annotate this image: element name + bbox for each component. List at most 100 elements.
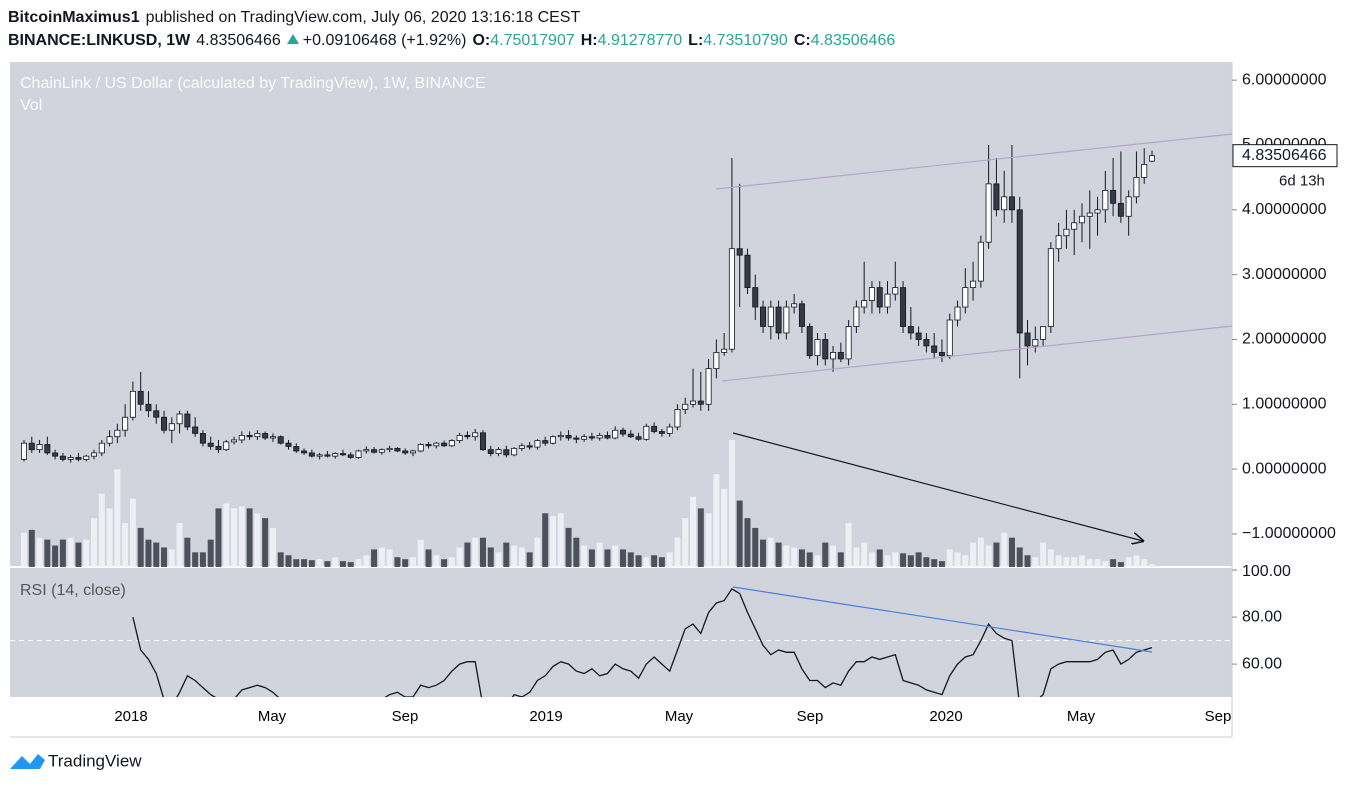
volume-bar: [791, 547, 798, 567]
volume-bar: [876, 549, 883, 567]
candle-body: [409, 450, 416, 454]
volume-bar: [269, 527, 276, 567]
volume-bar: [822, 542, 829, 567]
candle-body: [339, 453, 346, 456]
y-tick-label: 3.00000000: [1242, 266, 1327, 283]
volume-bar: [1040, 542, 1047, 567]
candle-body: [36, 444, 43, 451]
candle-body: [1117, 202, 1124, 217]
up-icon: [286, 34, 299, 44]
ohlc-value: 4.73510790: [703, 32, 788, 49]
volume-bar: [316, 559, 323, 567]
volume-bar: [837, 552, 844, 567]
channel-line: [715, 133, 1233, 190]
candle-body: [293, 446, 300, 452]
volume-bar: [215, 508, 222, 567]
pane: [10, 62, 1232, 697]
candle-body: [635, 436, 642, 440]
candle-body: [526, 445, 533, 448]
volume-trend-arrow: [732, 432, 1143, 541]
candle-body: [59, 455, 66, 460]
volume-bar: [814, 555, 821, 567]
volume-bar: [106, 508, 113, 567]
volume-bar: [635, 555, 642, 567]
volume-bar: [542, 513, 549, 567]
candle-body: [363, 449, 370, 452]
header: BitcoinMaximus1 published on TradingView.…: [8, 6, 907, 52]
candle-body: [1047, 248, 1054, 327]
volume-bar: [91, 518, 98, 567]
volume-bar: [549, 516, 556, 567]
volume-bar: [503, 542, 510, 567]
volume-bar: [417, 539, 424, 567]
volume-bar: [1102, 561, 1109, 567]
candle-body: [262, 433, 269, 439]
candle-body: [814, 339, 821, 357]
candle-body: [487, 449, 494, 454]
y-tick-label: 4.00000000: [1242, 201, 1327, 218]
candle-body: [977, 241, 984, 282]
candle-body: [915, 332, 922, 340]
volume-bar: [588, 549, 595, 567]
volume-bar: [324, 561, 331, 567]
volume-bar: [371, 549, 378, 567]
candle-body: [822, 339, 829, 360]
volume-bar: [378, 547, 385, 567]
volume-bar: [1024, 555, 1031, 567]
candle-body: [892, 287, 899, 295]
candle-body: [1040, 326, 1047, 340]
candle-body: [223, 441, 230, 451]
rsi-title: RSI (14, close): [20, 582, 126, 599]
volume-bar: [184, 537, 191, 567]
candle-body: [837, 352, 844, 360]
candle-body: [394, 447, 401, 452]
volume-bar: [666, 552, 673, 567]
volume-bar: [1117, 562, 1124, 567]
volume-bar: [612, 545, 619, 567]
volume-bar: [355, 559, 362, 567]
volume-bar: [339, 561, 346, 567]
x-tick-label: May: [258, 708, 287, 725]
volume-bar: [192, 552, 199, 567]
volume-bar: [760, 539, 767, 567]
candle-body: [503, 449, 510, 456]
candle-body: [853, 306, 860, 327]
main-pane: [20, 144, 1156, 567]
volume-bar: [122, 523, 129, 567]
candle-body: [721, 348, 728, 353]
ohlc-label: H:: [580, 32, 598, 49]
candle-body: [931, 345, 938, 353]
candle-body: [923, 339, 930, 347]
volume-bar: [1063, 557, 1070, 567]
volume-bar: [868, 552, 875, 567]
candle-body: [581, 436, 588, 440]
candle-body: [798, 303, 805, 327]
volume-bar: [915, 552, 922, 567]
volume-bar: [853, 547, 860, 567]
x-tick-label: 2019: [529, 708, 562, 725]
candle-body: [371, 449, 378, 453]
candle-body: [332, 453, 339, 457]
candle-body: [417, 444, 424, 452]
candle-body: [713, 352, 720, 370]
candle-body: [1141, 164, 1148, 178]
author: BitcoinMaximus1: [8, 9, 140, 26]
candle-body: [456, 435, 463, 441]
candle-body: [199, 433, 206, 444]
y-tick-label: 0.00000000: [1242, 460, 1327, 477]
candle-body: [767, 306, 774, 327]
candle-body: [1086, 212, 1093, 217]
volume-label: Vol: [20, 97, 42, 114]
volume-bar: [970, 542, 977, 567]
candle-body: [666, 426, 673, 434]
volume-bar: [433, 555, 440, 567]
volume-bar: [1141, 559, 1148, 567]
volume-bar: [1032, 557, 1039, 567]
brand: TradingView: [48, 751, 142, 770]
y-tick-label: 60.00: [1242, 655, 1282, 672]
volume-bar: [409, 557, 416, 567]
y-tick-label: 1.00000000: [1242, 396, 1327, 413]
y-tick-label: 100.00: [1242, 563, 1291, 580]
candle-body: [627, 433, 634, 438]
candle-body: [970, 280, 977, 288]
